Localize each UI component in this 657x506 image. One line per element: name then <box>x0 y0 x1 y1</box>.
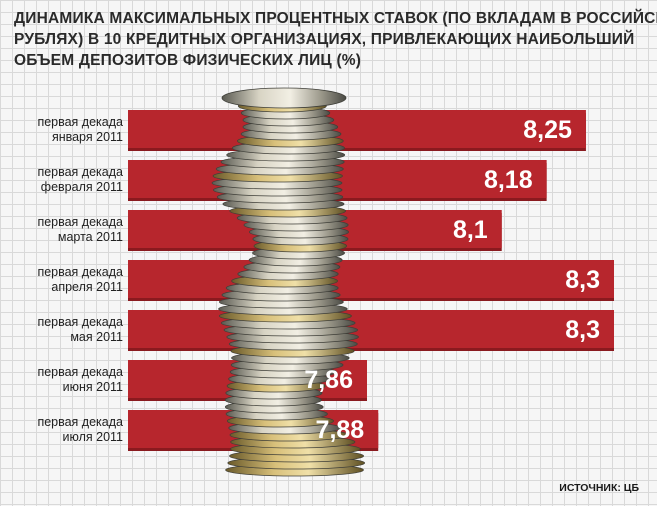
category-label-line: июля 2011 <box>63 430 124 444</box>
source-note: ИСТОЧНИК: ЦБ <box>559 482 639 494</box>
chart-title: ДИНАМИКА МАКСИМАЛЬНЫХ ПРОЦЕНТНЫХ СТАВОК … <box>14 8 657 71</box>
category-label-line: февраля 2011 <box>41 180 123 194</box>
category-label: первая декада января 2011 <box>37 115 123 144</box>
coin-stack-illustration <box>211 87 366 477</box>
chart-title-line-2: РУБЛЯХ) В 10 КРЕДИТНЫХ ОРГАНИЗАЦИЯХ, ПРИ… <box>14 31 635 48</box>
category-label-line: первая декада <box>37 365 123 379</box>
value-label: 8,3 <box>565 316 600 344</box>
value-label: 8,3 <box>565 266 600 294</box>
chart-title-line-1: ДИНАМИКА МАКСИМАЛЬНЫХ ПРОЦЕНТНЫХ СТАВОК … <box>14 10 657 27</box>
value-label: 8,1 <box>453 216 488 244</box>
category-label-line: первая декада <box>37 265 123 279</box>
category-label-line: марта 2011 <box>58 230 123 244</box>
category-label-line: июня 2011 <box>63 380 123 394</box>
bar <box>128 260 614 298</box>
bar <box>128 110 586 148</box>
coin-top <box>221 87 347 109</box>
bar <box>128 310 614 348</box>
category-label: первая декада мая 2011 <box>37 315 123 344</box>
value-label: 7,88 <box>316 416 365 444</box>
category-label: первая декада апреля 2011 <box>37 265 123 294</box>
category-label: первая декада июля 2011 <box>37 415 123 444</box>
category-label-line: января 2011 <box>52 130 123 144</box>
category-label: первая декада февраля 2011 <box>37 165 123 194</box>
bars-layer <box>128 110 614 451</box>
value-label: 8,25 <box>523 116 572 144</box>
category-label-line: первая декада <box>37 315 123 329</box>
value-label: 8,18 <box>484 166 533 194</box>
category-label-line: апреля 2011 <box>51 280 123 294</box>
category-label-line: первая декада <box>37 415 123 429</box>
category-label-line: первая декада <box>37 165 123 179</box>
chart-title-line-3: ОБЪЕМ ДЕПОЗИТОВ ФИЗИЧЕСКИХ ЛИЦ (%) <box>14 52 362 69</box>
category-label: первая декада марта 2011 <box>37 215 123 244</box>
category-label-line: первая декада <box>37 115 123 129</box>
category-label-line: первая декада <box>37 215 123 229</box>
value-label: 7,86 <box>304 366 353 394</box>
category-label: первая декада июня 2011 <box>37 365 123 394</box>
category-label-line: мая 2011 <box>70 330 123 344</box>
